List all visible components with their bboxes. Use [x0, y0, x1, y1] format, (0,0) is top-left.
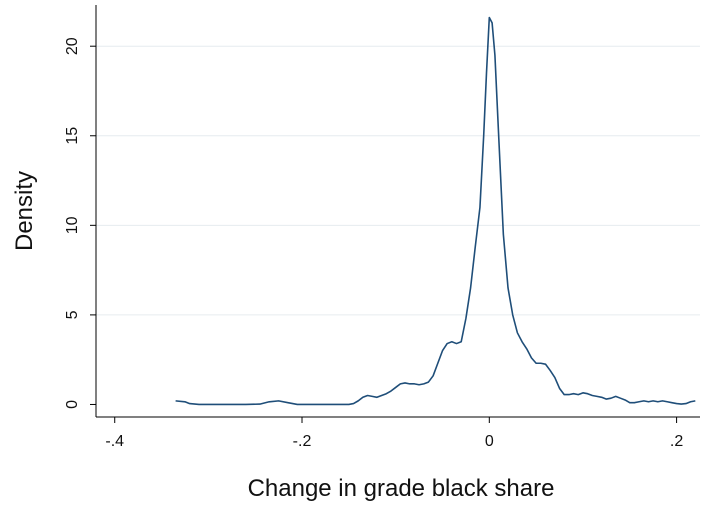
y-axis-title: Density: [11, 171, 38, 251]
y-tick-label: 5: [64, 310, 81, 319]
y-axis-ticks: 0 5 10 15 20: [64, 37, 96, 409]
gridlines: [96, 45, 700, 316]
y-tick-label: 10: [64, 216, 81, 234]
x-axis-ticks: -.4 -.2 0 .2: [105, 417, 683, 450]
x-tick-label: -.2: [293, 433, 312, 450]
y-tick-label: 0: [64, 400, 81, 409]
x-tick-label: -.4: [105, 433, 124, 450]
axes: [95, 5, 700, 418]
x-tick-label: .2: [670, 433, 683, 450]
x-tick-label: 0: [485, 433, 494, 450]
x-axis-title: Change in grade black share: [248, 475, 555, 502]
y-tick-label: 15: [64, 127, 81, 145]
density-series-line: [175, 16, 696, 406]
y-tick-label: 20: [64, 37, 81, 55]
